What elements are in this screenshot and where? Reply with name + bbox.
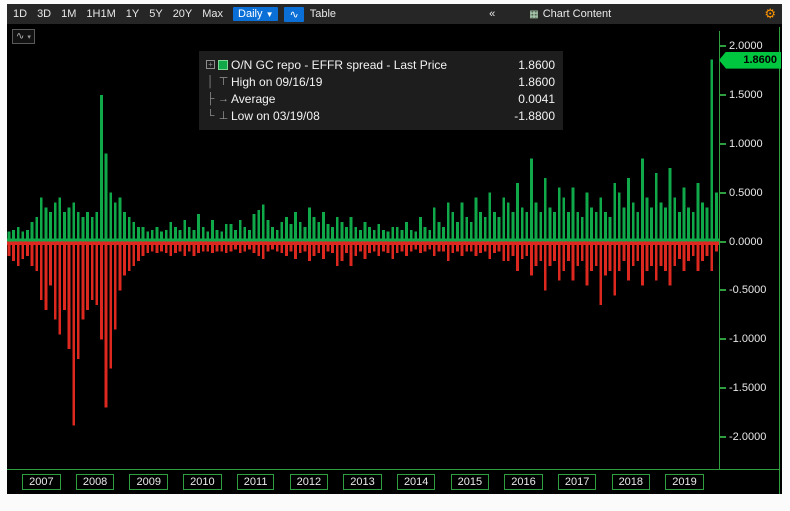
x-axis-year-label: 2009 [129, 474, 168, 490]
y-axis-label: -1.5000 [720, 381, 766, 395]
y-axis-label: -2.0000 [720, 430, 766, 444]
price-chart[interactable] [7, 40, 719, 469]
legend-label: High on 09/16/19 [231, 74, 323, 89]
terminal-chart-panel: 1D 3D 1M 1H1M 1Y 5Y 20Y Max Daily ▼ ∿ Table « ▦… [7, 4, 782, 494]
legend-row[interactable]: ├ → Average 0.0041 [205, 90, 555, 107]
range-button-1y[interactable]: 1Y [125, 8, 140, 20]
legend-label: Low on 03/19/08 [231, 108, 320, 123]
chevron-down-icon: ▼ [265, 10, 274, 19]
line-chart-icon[interactable]: ∿ [284, 6, 304, 22]
x-axis-year-label: 2018 [611, 474, 651, 490]
x-axis: 2007 2008 2009 2010 2011 2012 2013 2014 2015 2016… [7, 474, 719, 490]
toolbar: 1D 3D 1M 1H1M 1Y 5Y 20Y Max Daily ▼ ∿ Table « ▦… [7, 4, 782, 24]
legend-marker-icon: → [218, 92, 229, 105]
expander-icon[interactable]: + [206, 60, 215, 69]
x-axis-year-label: 2016 [504, 474, 543, 490]
legend-label: O/N GC repo - EFFR spread - Last Price [231, 57, 448, 72]
range-button-1d[interactable]: 1D [13, 8, 28, 20]
settings-gear-icon[interactable]: ⚙ [764, 6, 776, 21]
chart-type-picker[interactable]: ∿ ▾ [12, 29, 35, 44]
legend-row[interactable]: │ ⊤ High on 09/16/19 1.8600 [205, 73, 555, 90]
tree-connector: │ [207, 75, 214, 88]
x-axis-year-label: 2010 [183, 474, 222, 490]
y-axis-tick [720, 289, 726, 292]
x-axis-year-label: 2019 [665, 474, 704, 490]
chart-legend: + O/N GC repo - EFFR spread - Last Price 1… [199, 51, 563, 130]
y-axis-tick [720, 191, 726, 194]
chart-content-label: Chart Content [542, 8, 612, 20]
x-axis-line [7, 469, 780, 470]
last-price-badge: 1.8600 [719, 51, 781, 69]
range-button-3d[interactable]: 3D [37, 8, 52, 20]
collapse-button[interactable]: « [489, 8, 496, 20]
legend-marker-icon: ⊥ [218, 110, 229, 122]
legend-row[interactable]: └ ⊥ Low on 03/19/08 -1.8800 [205, 107, 555, 124]
period-dropdown-label: Daily [238, 8, 263, 20]
tree-connector: └ [206, 109, 215, 122]
y-axis-tick [720, 93, 726, 96]
y-axis-tick [720, 387, 726, 390]
x-axis-year-label: 2011 [236, 474, 275, 490]
y-axis-label: 0.0000 [720, 235, 763, 249]
table-button[interactable]: Table [309, 8, 336, 20]
chart-right-border [779, 27, 780, 494]
x-axis-year-label: 2014 [396, 474, 436, 490]
range-buttons: 1D 3D 1M 1H1M 1Y 5Y 20Y Max [13, 8, 223, 20]
range-button-20y[interactable]: 20Y [172, 8, 193, 20]
x-axis-year-label: 2007 [22, 474, 61, 490]
y-axis-label: -0.5000 [720, 283, 766, 297]
x-axis-year-label: 2015 [450, 474, 490, 490]
legend-marker-icon: ⊤ [218, 76, 229, 88]
y-axis-tick [720, 240, 726, 243]
x-axis-year-label: 2008 [75, 474, 115, 490]
y-axis-label: -1.0000 [720, 332, 766, 346]
range-button-max[interactable]: Max [202, 8, 224, 20]
y-axis-line [719, 31, 720, 469]
y-axis-label: 0.5000 [720, 186, 763, 200]
legend-value: 0.0041 [518, 91, 555, 106]
range-button-1m[interactable]: 1M [61, 8, 77, 20]
legend-row[interactable]: + O/N GC repo - EFFR spread - Last Price 1… [205, 56, 555, 73]
y-axis-label: 1.0000 [720, 137, 763, 151]
y-axis-label: 1.5000 [720, 88, 763, 102]
y-axis-label: 2.0000 [720, 39, 763, 53]
y-axis-tick [720, 436, 726, 438]
range-button-5y[interactable]: 5Y [149, 8, 163, 20]
legend-label: Average [231, 91, 276, 106]
legend-value: 1.8600 [518, 57, 555, 72]
x-axis-year-label: 2013 [343, 474, 382, 490]
legend-value: -1.8800 [514, 108, 555, 123]
y-axis-tick [720, 45, 726, 47]
y-axis-tick [720, 338, 726, 341]
range-button-1h1m[interactable]: 1H1M [86, 8, 116, 20]
x-axis-year-label: 2017 [557, 474, 597, 490]
y-axis-tick [720, 142, 726, 145]
x-axis-year-label: 2012 [289, 474, 329, 490]
period-dropdown[interactable]: Daily ▼ [233, 7, 279, 21]
chart-content-button[interactable]: ▦ Chart Content [529, 8, 611, 20]
chart-content-icon: ▦ [529, 9, 539, 20]
mini-line-chart-icon: ∿ [16, 31, 25, 42]
chevron-down-icon: ▾ [27, 33, 31, 41]
series-color-swatch [218, 59, 228, 70]
tree-connector: ├ [206, 92, 215, 105]
legend-value: 1.8600 [518, 74, 555, 89]
